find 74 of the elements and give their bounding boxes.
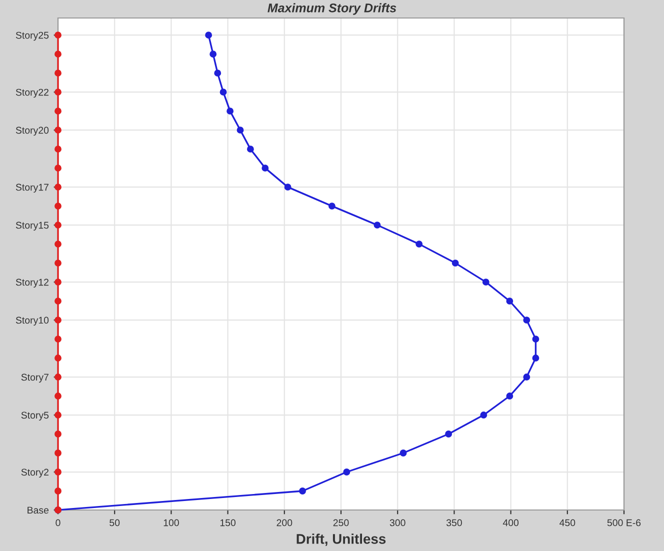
- y-tick-label: Story20: [16, 126, 49, 136]
- point: [210, 50, 217, 58]
- point: [523, 316, 530, 324]
- chart-title: Maximum Story Drifts: [268, 3, 396, 15]
- point: [374, 222, 381, 229]
- x-tick-label: 450: [560, 519, 576, 526]
- point: [205, 32, 212, 39]
- point: [532, 336, 540, 343]
- point: [54, 88, 62, 96]
- point: [54, 126, 62, 134]
- point: [246, 146, 254, 153]
- point: [54, 50, 62, 58]
- x-tick-label: 500 E-6: [607, 519, 641, 526]
- point: [328, 202, 336, 210]
- y-tick-label: Story10: [16, 316, 49, 326]
- point: [220, 88, 227, 96]
- point: [54, 260, 62, 267]
- point: [54, 164, 62, 172]
- point: [54, 374, 62, 380]
- x-tick-label: 50: [110, 519, 120, 526]
- point: [262, 164, 269, 172]
- x-tick-label: 400: [502, 519, 519, 526]
- point: [506, 298, 514, 305]
- point: [54, 70, 62, 77]
- point: [532, 354, 540, 362]
- y-tick-label: Story15: [16, 222, 49, 231]
- x-tick-label: 350: [446, 519, 462, 526]
- point: [445, 430, 452, 438]
- y-tick-label: Story12: [16, 278, 48, 288]
- point: [343, 468, 350, 476]
- point: [506, 392, 514, 400]
- x-tick-label: 250: [333, 519, 349, 526]
- x-tick-label: 0: [56, 519, 60, 526]
- point: [54, 316, 62, 324]
- point: [54, 354, 62, 362]
- x-tick-label: 200: [276, 519, 292, 526]
- x-axis-title: Drift, Unitless: [296, 534, 386, 546]
- point: [54, 146, 62, 153]
- point: [54, 240, 62, 248]
- point: [226, 108, 234, 115]
- y-tick-label: Story5: [21, 412, 49, 421]
- y-tick-label: Story17: [16, 184, 48, 193]
- y-tick-label: Story25: [16, 32, 49, 41]
- point: [54, 184, 62, 191]
- point: [54, 392, 62, 400]
- point: [416, 240, 423, 248]
- point: [452, 260, 459, 267]
- point: [54, 202, 62, 210]
- point: [54, 32, 62, 39]
- point: [480, 412, 488, 418]
- point: [54, 412, 62, 418]
- point: [54, 222, 62, 229]
- point: [54, 430, 62, 438]
- y-tick-label: Base: [28, 506, 49, 514]
- point: [54, 298, 62, 305]
- point: [54, 336, 62, 343]
- point: [54, 450, 62, 456]
- point: [54, 108, 62, 115]
- point: [236, 126, 244, 134]
- point: [54, 468, 62, 476]
- x-tick-label: 100: [164, 519, 179, 526]
- point: [214, 70, 222, 77]
- point: [482, 278, 490, 286]
- y-tick-label: Story7: [21, 374, 48, 383]
- y-tick-label: Story2: [21, 468, 48, 478]
- point: [299, 488, 306, 494]
- x-tick-label: 150: [220, 519, 236, 526]
- x-tick-label: 300: [390, 519, 406, 526]
- point: [54, 488, 62, 494]
- point: [284, 184, 292, 191]
- point: [54, 278, 62, 286]
- point: [400, 450, 407, 456]
- y-tick-label: Story22: [16, 88, 48, 98]
- point: [523, 374, 530, 380]
